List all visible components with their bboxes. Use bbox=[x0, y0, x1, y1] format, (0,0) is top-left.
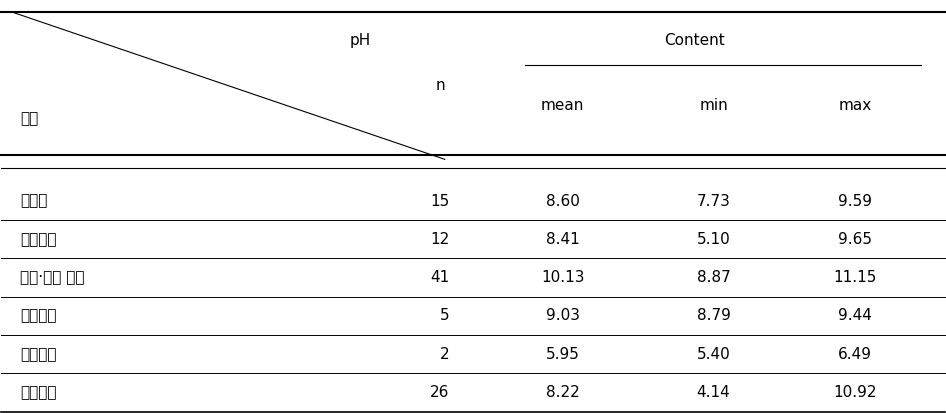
Text: 26: 26 bbox=[430, 385, 449, 400]
Text: 10.92: 10.92 bbox=[833, 385, 877, 400]
Text: 8.60: 8.60 bbox=[546, 194, 580, 209]
Text: 5.40: 5.40 bbox=[696, 347, 730, 362]
Text: 8.22: 8.22 bbox=[546, 385, 580, 400]
Text: 15: 15 bbox=[430, 194, 449, 209]
Text: 7.73: 7.73 bbox=[696, 194, 730, 209]
Text: pH: pH bbox=[349, 33, 371, 48]
Text: 천일염: 천일염 bbox=[20, 194, 47, 209]
Text: min: min bbox=[699, 98, 727, 114]
Text: mean: mean bbox=[541, 98, 585, 114]
Text: 12: 12 bbox=[430, 232, 449, 247]
Text: 가공소금: 가공소금 bbox=[20, 385, 57, 400]
Text: 9.59: 9.59 bbox=[838, 194, 872, 209]
Text: 10.13: 10.13 bbox=[541, 270, 585, 285]
Text: 2: 2 bbox=[440, 347, 449, 362]
Text: 테움·용융 소금: 테움·용융 소금 bbox=[20, 270, 85, 285]
Text: 정제소금: 정제소금 bbox=[20, 309, 57, 323]
Text: 5.95: 5.95 bbox=[546, 347, 580, 362]
Text: 재제소금: 재제소금 bbox=[20, 232, 57, 247]
Text: 41: 41 bbox=[430, 270, 449, 285]
Text: 8.87: 8.87 bbox=[696, 270, 730, 285]
Text: 4.14: 4.14 bbox=[696, 385, 730, 400]
Text: 8.79: 8.79 bbox=[696, 309, 730, 323]
Text: 5.10: 5.10 bbox=[696, 232, 730, 247]
Text: max: max bbox=[838, 98, 871, 114]
Text: Content: Content bbox=[664, 33, 725, 48]
Text: 소금: 소금 bbox=[20, 111, 39, 126]
Text: 6.49: 6.49 bbox=[838, 347, 872, 362]
Text: 8.41: 8.41 bbox=[546, 232, 580, 247]
Text: 9.44: 9.44 bbox=[838, 309, 872, 323]
Text: 5: 5 bbox=[440, 309, 449, 323]
Text: 9.65: 9.65 bbox=[838, 232, 872, 247]
Text: 기타소금: 기타소금 bbox=[20, 347, 57, 362]
Text: 9.03: 9.03 bbox=[546, 309, 580, 323]
Text: n: n bbox=[435, 78, 445, 93]
Text: 11.15: 11.15 bbox=[833, 270, 877, 285]
